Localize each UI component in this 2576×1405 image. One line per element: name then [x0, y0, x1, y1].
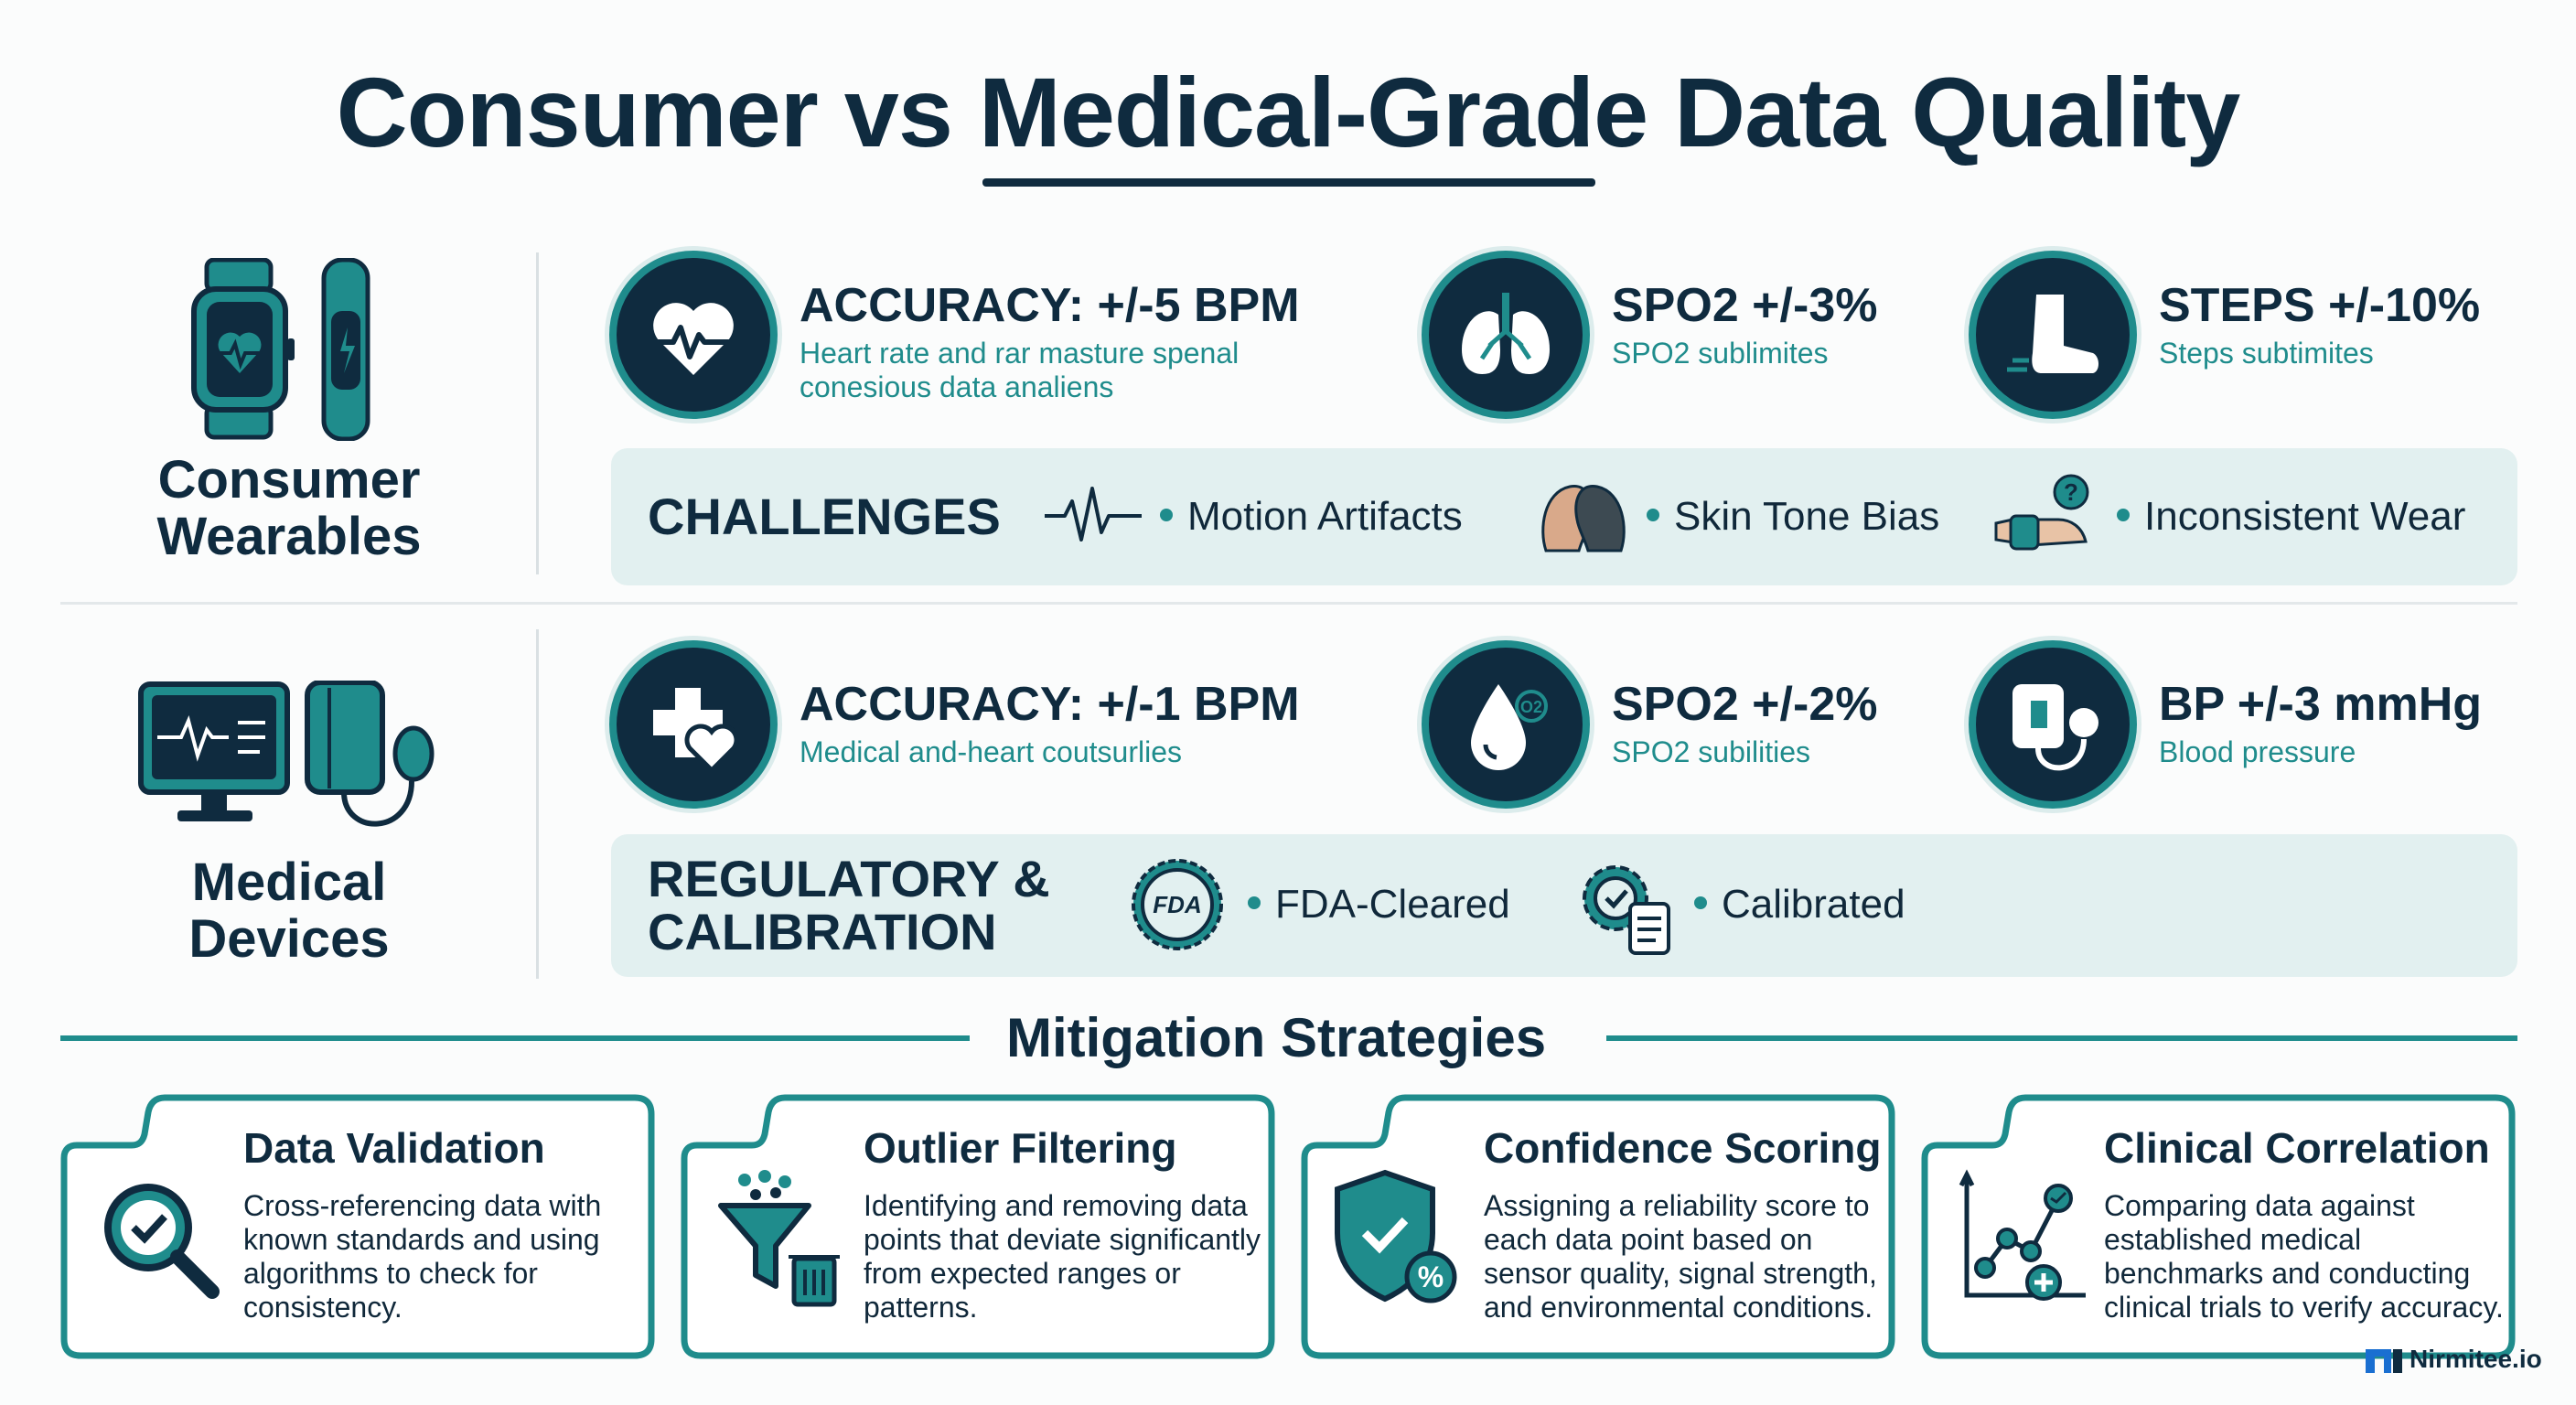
bullet-dot: [1248, 896, 1261, 910]
brand-logo: Nirmitee.io: [2364, 1345, 2542, 1377]
svg-text:%: %: [1418, 1260, 1444, 1293]
card-confidence-scoring-text: Assigning a reliability score to each da…: [1484, 1189, 1877, 1324]
svg-text:FDA: FDA: [1153, 891, 1201, 918]
medical-devices-label: Medical Devices: [188, 853, 390, 969]
card-confidence-scoring: % Confidence Scoring Assigning a reliabi…: [1301, 1094, 1895, 1359]
card-data-validation-title: Data Validation: [243, 1124, 545, 1172]
gear-clipboard-icon: [1573, 856, 1676, 959]
challenge-motion-artifacts: Motion Artifacts: [1160, 494, 1463, 540]
svg-text:O2: O2: [1520, 698, 1542, 716]
challenge-inconsistent-wear: Inconsistent Wear: [2117, 494, 2465, 540]
foot-icon: [1969, 251, 2137, 419]
bullet-dot: [1694, 896, 1707, 910]
mitigation-line-right: [1606, 1035, 2517, 1041]
consumer-spo2-title: SPO2 +/-3%: [1612, 279, 1878, 332]
faces-icon: [1533, 474, 1634, 558]
card-data-validation: Data Validation Cross-referencing data w…: [60, 1094, 655, 1359]
regulatory-panel: [611, 834, 2517, 977]
consumer-accuracy-title: ACCURACY: +/-5 BPM: [800, 279, 1300, 332]
mitigation-line-left: [60, 1035, 970, 1041]
card-outlier-filtering: Outlier Filtering Identifying and removi…: [681, 1094, 1275, 1359]
consumer-spo2-subtitle: SPO2 sublimites: [1612, 337, 1829, 370]
bp-cuff-icon: [1969, 640, 2137, 809]
consumer-steps-subtitle: Steps subtimites: [2159, 337, 2374, 370]
bullet-dot: [1647, 509, 1659, 522]
medical-divider: [536, 629, 539, 979]
challenges-title: CHALLENGES: [648, 488, 1001, 545]
svg-text:?: ?: [2064, 478, 2078, 506]
bullet-dot: [2117, 509, 2130, 522]
page-title: Consumer vs Medical-Grade Data Quality: [336, 57, 2241, 167]
regulatory-calibrated: Calibrated: [1694, 882, 1905, 928]
card-outlier-filtering-text: Identifying and removing data points tha…: [864, 1189, 1261, 1324]
lungs-icon: [1422, 251, 1590, 419]
smartwatch-icon: [179, 257, 399, 442]
bullet-dot: [1160, 509, 1173, 522]
pulse-wave-icon: [1043, 479, 1143, 552]
card-data-validation-text: Cross-referencing data with known standa…: [243, 1189, 602, 1324]
medical-accuracy-subtitle: Medical and-heart coutsurlies: [800, 735, 1182, 768]
mitigation-title: Mitigation Strategies: [1006, 1007, 1547, 1068]
medical-bp-title: BP +/-3 mmHg: [2159, 678, 2483, 731]
medical-cross-heart-icon: [609, 640, 778, 809]
medical-bp-subtitle: Blood pressure: [2159, 735, 2356, 768]
card-clinical-correlation-text: Comparing data against established medic…: [2104, 1189, 2504, 1324]
card-outlier-filtering-title: Outlier Filtering: [864, 1124, 1177, 1172]
funnel-trash-icon: [708, 1167, 854, 1314]
medical-spo2-subtitle: SPO2 subilities: [1612, 735, 1810, 768]
regulatory-fda-cleared: FDA-Cleared: [1248, 882, 1510, 928]
row-separator: [60, 602, 2517, 605]
brand-name: Nirmitee.io: [2410, 1345, 2542, 1373]
shield-percent-icon: %: [1328, 1167, 1475, 1314]
fda-seal-icon: FDA: [1129, 856, 1226, 953]
chart-plus-icon: [1948, 1167, 2095, 1314]
brand-logo-icon: [2366, 1348, 2402, 1373]
medical-monitor-icon: [137, 680, 439, 836]
medical-accuracy-title: ACCURACY: +/-1 BPM: [800, 678, 1300, 731]
consumer-accuracy-subtitle: Heart rate and rar masture spenal conesi…: [800, 337, 1240, 403]
card-clinical-correlation-title: Clinical Correlation: [2104, 1124, 2490, 1172]
card-confidence-scoring-title: Confidence Scoring: [1484, 1124, 1882, 1172]
consumer-steps-title: STEPS +/-10%: [2159, 279, 2481, 332]
wrist-question-icon: ?: [1994, 472, 2095, 560]
magnifier-check-icon: [88, 1167, 234, 1314]
regulatory-title: REGULATORY & CALIBRATION: [648, 850, 1050, 960]
title-underline: [982, 178, 1595, 187]
medical-spo2-title: SPO2 +/-2%: [1612, 678, 1878, 731]
consumer-divider: [536, 252, 539, 574]
consumer-wearables-label: Consumer Wearables: [156, 450, 422, 566]
oxygen-drop-icon: O2: [1422, 640, 1590, 809]
challenge-skin-tone-bias: Skin Tone Bias: [1647, 494, 1939, 540]
card-clinical-correlation: Clinical Correlation Comparing data agai…: [1921, 1094, 2516, 1359]
heart-ecg-icon: [609, 251, 778, 419]
